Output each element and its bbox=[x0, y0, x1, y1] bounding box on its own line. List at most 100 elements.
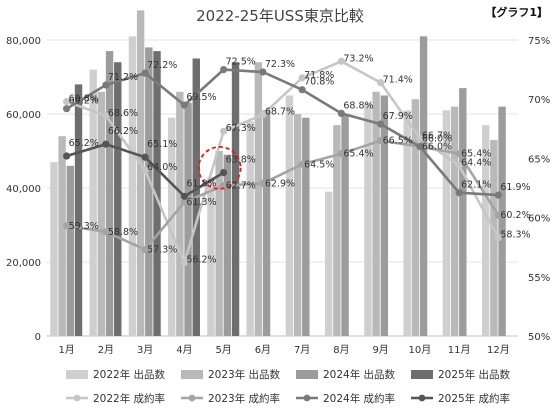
line-point bbox=[102, 81, 110, 89]
data-label: 63.8% bbox=[226, 155, 256, 166]
data-label: 61.3% bbox=[186, 197, 216, 208]
line-point bbox=[298, 160, 306, 168]
y-left-tick-label: 60,000 bbox=[6, 110, 41, 121]
line-point bbox=[298, 86, 306, 94]
bar bbox=[176, 91, 184, 336]
bar bbox=[498, 106, 506, 336]
x-tick-label: 12月 bbox=[487, 344, 510, 356]
data-labels: 69.8% 68.6% 64.0% 56.2% 67.3% 68.7% 71.8% 73.2%… bbox=[69, 53, 531, 265]
line-point bbox=[494, 191, 502, 199]
line-point bbox=[102, 112, 110, 120]
bar bbox=[74, 84, 83, 337]
x-tick-label: 11月 bbox=[448, 344, 471, 356]
data-label: 62.1% bbox=[461, 180, 491, 191]
data-label: 64.5% bbox=[304, 159, 334, 170]
line-series bbox=[63, 57, 502, 267]
legend-label: 2022年 出品数 bbox=[93, 368, 166, 381]
bar bbox=[333, 125, 341, 336]
line-point bbox=[298, 74, 306, 82]
bar bbox=[285, 95, 294, 336]
data-label: 68.8% bbox=[343, 100, 373, 111]
data-label: 58.8% bbox=[108, 227, 138, 238]
bar bbox=[145, 47, 153, 337]
line-point bbox=[494, 234, 502, 242]
data-label: 72.3% bbox=[265, 59, 295, 70]
bar bbox=[324, 191, 333, 336]
data-label: 68.7% bbox=[265, 107, 295, 118]
legend-label: 2022年 成約率 bbox=[93, 392, 165, 405]
bar bbox=[114, 62, 122, 336]
line-point bbox=[494, 211, 502, 219]
x-tick-label: 10月 bbox=[409, 344, 432, 356]
data-label: 71.2% bbox=[108, 72, 138, 83]
bar bbox=[442, 110, 451, 336]
legend-swatch bbox=[66, 370, 88, 379]
legend-swatch bbox=[181, 370, 203, 379]
line-point bbox=[180, 198, 188, 206]
data-label: 56.2% bbox=[186, 255, 216, 266]
line-point bbox=[102, 140, 110, 148]
data-label: 65.4% bbox=[461, 149, 491, 160]
data-label: 57.3% bbox=[147, 245, 177, 256]
legend-label: 2025年 出品数 bbox=[438, 368, 511, 381]
data-label: 65.1% bbox=[147, 139, 177, 150]
data-label: 64.4% bbox=[461, 158, 491, 169]
line-point bbox=[377, 137, 385, 145]
bar bbox=[58, 136, 66, 336]
data-label: 70.8% bbox=[304, 77, 334, 88]
data-label: 59.3% bbox=[69, 221, 99, 232]
data-label: 65.4% bbox=[343, 149, 373, 160]
legend-swatch bbox=[411, 370, 433, 379]
legend-label: 2025年 成約率 bbox=[438, 392, 510, 405]
line-point bbox=[63, 97, 71, 106]
legend-label: 2024年 成約率 bbox=[323, 392, 395, 405]
y-left-tick-label: 20,000 bbox=[6, 258, 41, 269]
chart-title: 2022-25年USS東京比較 bbox=[196, 7, 364, 25]
data-label: 73.2% bbox=[343, 53, 373, 64]
bar bbox=[411, 99, 420, 336]
data-label: 72.5% bbox=[226, 57, 256, 68]
y-right-tick-label: 55% bbox=[528, 273, 550, 284]
bar bbox=[293, 114, 302, 336]
line-point bbox=[220, 66, 228, 74]
data-label: 67.3% bbox=[226, 123, 256, 134]
legend-label: 2023年 成約率 bbox=[208, 392, 280, 405]
bar bbox=[231, 62, 240, 336]
x-tick-label: 9月 bbox=[372, 344, 388, 356]
y-right-tick-label: 75% bbox=[528, 36, 550, 47]
data-label: 69.5% bbox=[186, 92, 216, 103]
line-point bbox=[63, 152, 71, 160]
y-left-tick-label: 0 bbox=[35, 332, 41, 343]
x-tick-label: 6月 bbox=[255, 344, 271, 356]
line-point bbox=[455, 150, 463, 158]
bar bbox=[459, 88, 467, 336]
highlight-circle bbox=[197, 145, 242, 190]
legend-label: 2023年 出品数 bbox=[208, 368, 281, 381]
legend-marker bbox=[418, 394, 426, 402]
line-point bbox=[63, 105, 71, 113]
x-tick-label: 7月 bbox=[294, 344, 310, 356]
axes: 0 20,000 40,000 60,000 80,000 50% 55% 60% 65% 70%… bbox=[6, 36, 550, 356]
bar bbox=[128, 36, 137, 337]
line-point bbox=[259, 179, 267, 187]
data-label: 60.2% bbox=[500, 210, 530, 221]
line-point bbox=[180, 258, 188, 267]
line-point bbox=[337, 109, 345, 118]
bar bbox=[372, 91, 380, 336]
bar bbox=[490, 139, 498, 336]
data-label: 66.0% bbox=[422, 142, 452, 153]
legend-marker bbox=[188, 394, 196, 402]
chart-tag: 【グラフ1】 bbox=[485, 5, 548, 19]
line-point bbox=[220, 127, 228, 135]
line-point bbox=[141, 153, 149, 161]
bar bbox=[262, 110, 271, 336]
bar bbox=[97, 91, 106, 336]
line-point bbox=[180, 101, 188, 109]
line-point bbox=[141, 69, 149, 77]
x-tick-label: 3月 bbox=[137, 344, 153, 356]
series-line bbox=[65, 68, 499, 197]
data-label: 71.8% bbox=[304, 70, 334, 81]
bar bbox=[403, 110, 411, 336]
data-label: 62.7% bbox=[226, 181, 256, 192]
